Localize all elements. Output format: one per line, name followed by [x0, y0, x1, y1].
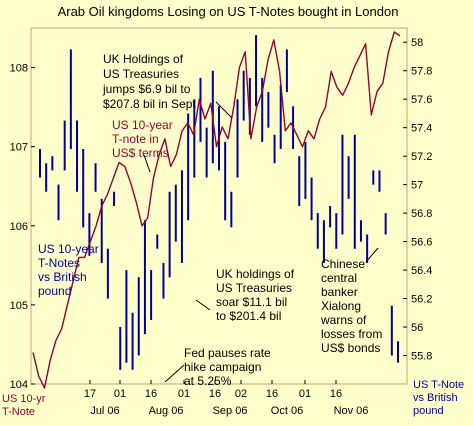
right-tick-label: 56.4: [411, 265, 432, 277]
x-tick-label: 17: [84, 388, 96, 400]
series-t-note-usd: [32, 31, 401, 389]
right-tick-label: 57.2: [411, 151, 432, 163]
x-month-label: Oct 06: [271, 405, 303, 417]
annotation-line: at 5.25%: [184, 374, 232, 388]
right-tick-label: 57: [411, 180, 423, 192]
right-axis-label: vs British: [413, 392, 458, 404]
x-tick-label: 02: [235, 388, 247, 400]
left-tick-label: 107: [10, 142, 28, 154]
annotation-line: losses from: [321, 327, 382, 341]
chart-title: Arab Oil kingdoms Losing on US T-Notes b…: [58, 4, 399, 19]
left-tick-label: 108: [10, 63, 28, 75]
annotation-line: US 10-year: [112, 118, 173, 132]
right-tick-label: 56: [411, 322, 423, 334]
x-tick-label: 01: [114, 388, 126, 400]
annotation-line: US$ terms: [112, 146, 169, 160]
right-tick-label: 57.6: [411, 94, 432, 106]
right-tick-label: 57.4: [411, 123, 432, 135]
annotation-line: banker: [321, 285, 358, 299]
annotation-line: US 10-year: [38, 242, 99, 256]
x-month-label: Aug 06: [149, 405, 184, 417]
annotation-leader: [365, 247, 379, 263]
x-month-label: Sep 06: [213, 405, 248, 417]
right-tick-label: 58: [411, 37, 423, 49]
series-t-note-vs-pound: [39, 35, 399, 370]
left-axis-label: T-Note: [2, 406, 35, 418]
annotation-line: hike campaign: [184, 360, 261, 374]
x-tick-label: 16: [145, 388, 157, 400]
annotation-line: T-Notes: [38, 256, 80, 270]
annotation-line: T-note in: [112, 132, 159, 146]
x-tick-label: 01: [299, 388, 311, 400]
annotation-line: central: [321, 271, 357, 285]
series-line: [32, 31, 401, 389]
chart-ticks: [31, 41, 407, 385]
x-tick-label: 16: [266, 388, 278, 400]
right-tick-label: 56.2: [411, 294, 432, 306]
annotation-line: to $201.4 bil: [216, 309, 281, 323]
annotation-line: $207.8 bil in Sept: [103, 97, 196, 111]
annotation-line: US$ bonds: [321, 341, 380, 355]
x-tick-label: 16: [330, 388, 342, 400]
annotation-line: warns of: [320, 313, 367, 327]
annotation-leader: [195, 299, 211, 311]
x-month-label: Nov 06: [334, 405, 369, 417]
right-axis-label: pound: [413, 405, 444, 417]
annotation-line: UK holdings of: [216, 267, 295, 281]
annotation-line: UK Holdings of: [103, 52, 184, 66]
x-tick-label: 01: [178, 388, 190, 400]
annotation-leader: [143, 154, 151, 173]
annotation-line: jumps $6.9 bil to: [102, 82, 191, 96]
annotation-line: vs British: [38, 270, 87, 284]
plot-frame: [30, 27, 408, 385]
left-tick-label: 104: [10, 379, 28, 391]
right-tick-label: 56.8: [411, 208, 432, 220]
annotation-line: Xialong: [321, 299, 361, 313]
right-axis-label: US T-Note: [413, 379, 464, 391]
right-tick-label: 56.6: [411, 237, 432, 249]
chart-labels: 104 105 106 107 108 55.8 56 56.2 56.4 56.6 56.8 57 5…: [2, 37, 464, 418]
left-tick-label: 106: [10, 221, 28, 233]
right-tick-label: 55.8: [411, 351, 432, 363]
annotation-line: pound: [38, 284, 71, 298]
left-axis-label: US 10-yr: [2, 393, 46, 405]
annotation-line: Fed pauses rate: [184, 346, 271, 360]
right-tick-label: 57.8: [411, 66, 432, 78]
left-tick-label: 105: [10, 300, 28, 312]
x-month-label: Jul 06: [90, 405, 119, 417]
annotation-leader: [164, 364, 185, 383]
annotation-line: soar $11.1 bil: [216, 295, 287, 309]
annotation-leader: [215, 101, 233, 119]
annotation-line: US Treasuries: [103, 67, 179, 81]
x-tick-label: 16: [209, 388, 221, 400]
annotation-line: Chinese: [321, 257, 365, 271]
annotation-line: US Treasuries: [216, 281, 292, 295]
